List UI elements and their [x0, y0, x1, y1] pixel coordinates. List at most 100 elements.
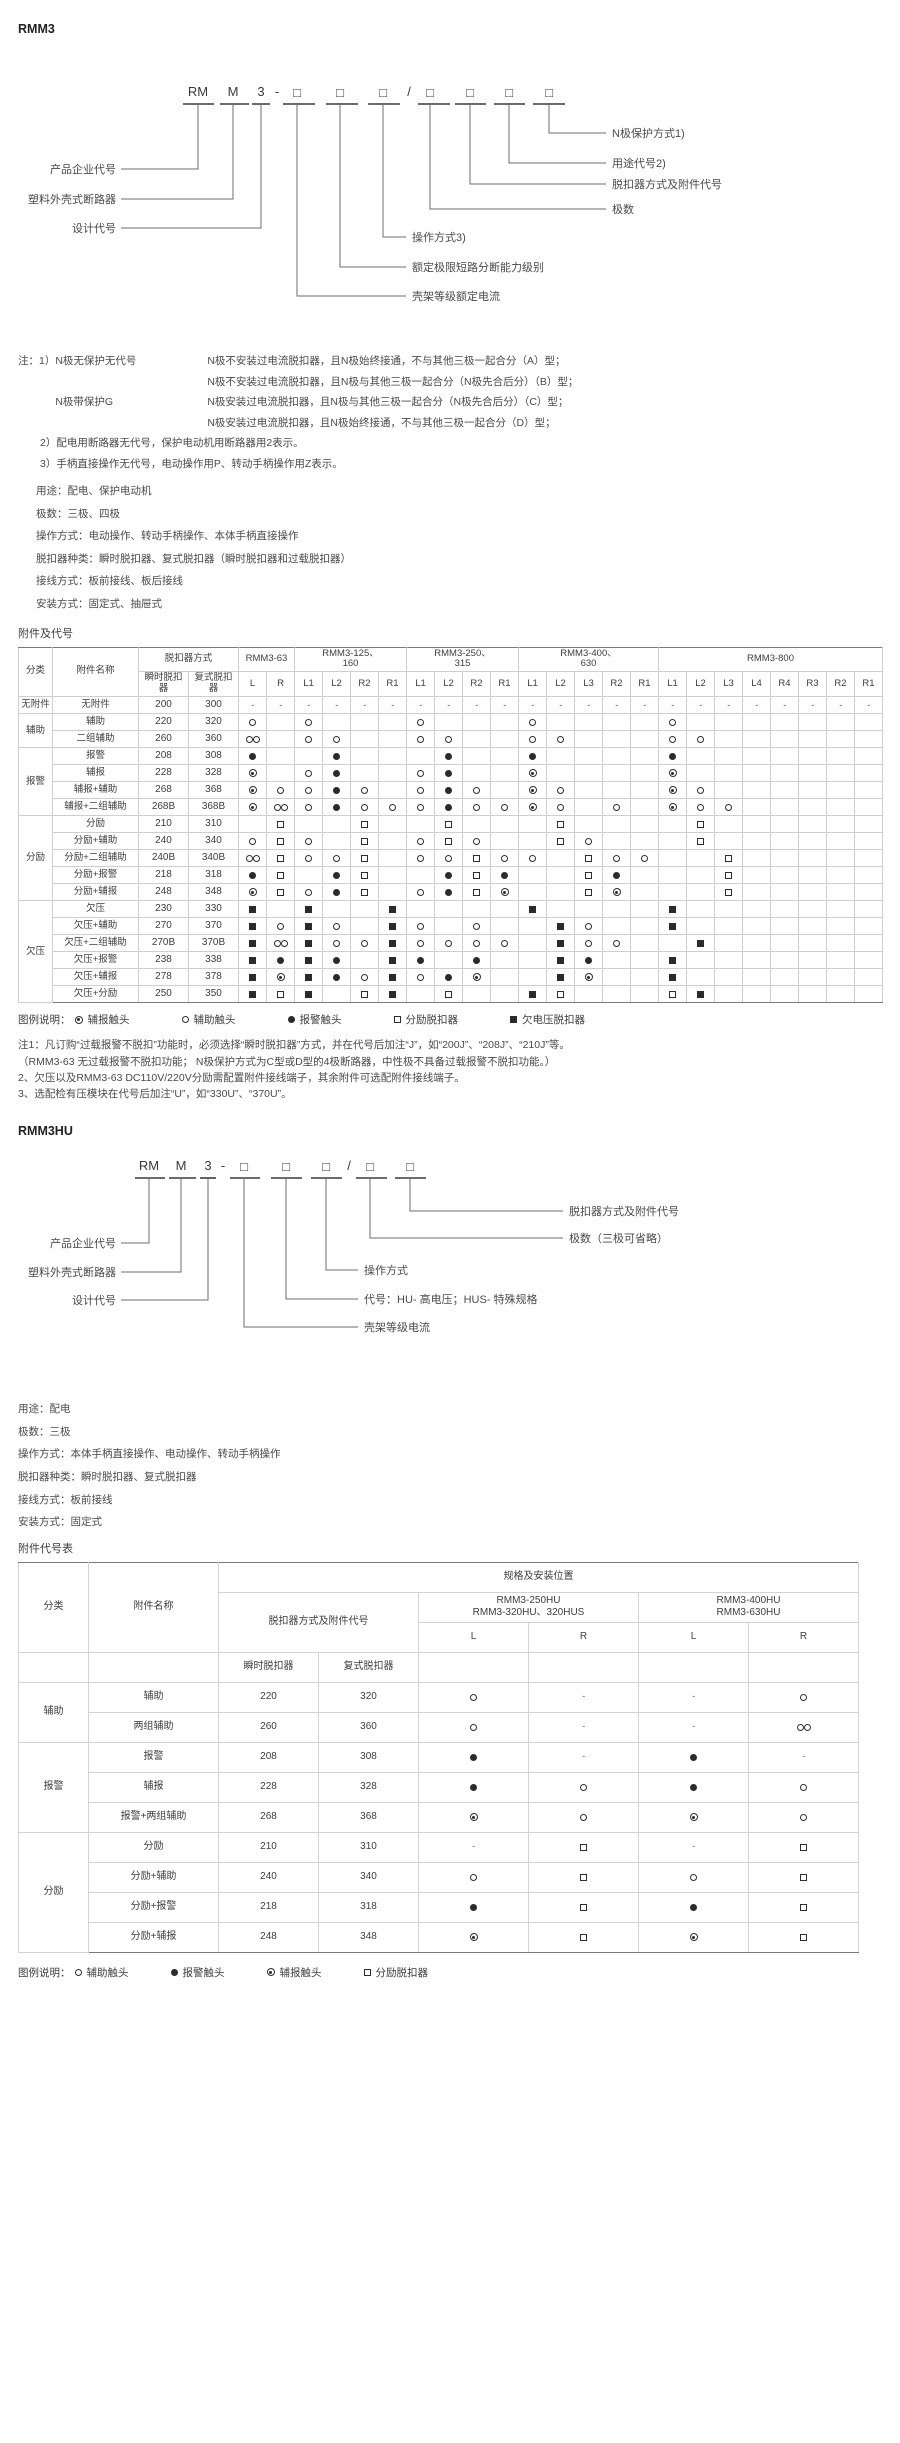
- cell-empty: [742, 883, 771, 902]
- code2-token-box5: □: [406, 1159, 414, 1174]
- shunt-trip-symbol: [393, 1016, 401, 1024]
- aux-alarm-contact-symbol: [528, 786, 537, 795]
- cell-mark: [266, 866, 295, 885]
- cell2-accessory-name: 报警: [88, 1741, 219, 1773]
- shunt-trip-symbol: [473, 888, 480, 896]
- cell-empty: [602, 764, 631, 783]
- cell-empty: [742, 934, 771, 953]
- spec2-line-5: 安装方式：固定式: [18, 1516, 102, 1529]
- right2-label-2: 操作方式: [364, 1263, 408, 1277]
- cell-mark: [406, 968, 435, 987]
- cell-empty: [826, 713, 855, 732]
- legend-item-label: 分励脱扣器: [405, 1014, 459, 1027]
- cell-composite-code: 338: [188, 951, 239, 970]
- cell-instant-code: 270B: [138, 934, 189, 953]
- cell-mark: [518, 781, 547, 800]
- cell-empty: [798, 968, 827, 987]
- table-row: 欠压+分励 250 350: [19, 985, 883, 1004]
- auxiliary-contact-symbol: [557, 803, 564, 811]
- cell-empty: [378, 883, 407, 902]
- cell-empty: [826, 849, 855, 868]
- cell-empty: [518, 951, 547, 970]
- cell-empty: [770, 781, 799, 800]
- cell-mark: [350, 832, 379, 851]
- cell-empty: [742, 747, 771, 766]
- cell-mark: [322, 849, 351, 868]
- aux-alarm-contact-symbol: [248, 769, 257, 778]
- cell-mark: [630, 849, 659, 868]
- code-token-slash: /: [407, 84, 411, 99]
- cell-accessory-name: 报警: [52, 747, 139, 766]
- cell-empty: [518, 968, 547, 987]
- cell-instant-code: 200: [138, 696, 189, 715]
- cell-mark: [658, 968, 687, 987]
- auxiliary-contact-symbol: [697, 803, 704, 811]
- note-item-3-text: 3）手柄直接操作无代号，电动操作用P、转动手柄操作用Z表示。: [40, 457, 343, 470]
- alarm-contact-symbol: [445, 769, 452, 777]
- cell-mark: [378, 900, 407, 919]
- left2-label-2: 设计代号: [72, 1294, 116, 1307]
- legend-item-3: 分励脱扣器: [393, 1012, 459, 1027]
- auxiliary-contact-symbol: [800, 1783, 807, 1791]
- cell-mark: [574, 883, 603, 902]
- cell-mark: [322, 764, 351, 783]
- undervoltage-trip-symbol: [669, 973, 676, 981]
- cell-none: -: [602, 696, 631, 715]
- table-row: 报警+两组辅助 268 368: [19, 1801, 859, 1833]
- cell-mark: [434, 730, 463, 749]
- cell-empty: [742, 832, 771, 851]
- cell-instant-code: 240B: [138, 849, 189, 868]
- cell-mark: [238, 866, 267, 885]
- cell-empty: [238, 815, 267, 834]
- th2-spacer-3: [748, 1651, 859, 1683]
- cell-instant-code: 248: [138, 883, 189, 902]
- cell-mark: [462, 798, 491, 817]
- leader-lines-right: [296, 104, 606, 297]
- table-row: 分励+报警 218 318: [19, 866, 883, 885]
- cell-empty: [714, 917, 743, 936]
- cell-mark: [406, 951, 435, 970]
- cell-accessory-name: 欠压: [52, 900, 139, 919]
- shunt-trip-symbol: [361, 837, 368, 845]
- auxiliary-contact-symbol: [333, 735, 340, 743]
- alarm-contact-symbol: [690, 1903, 697, 1911]
- th-frame-group-1: RMM3-125、 160: [294, 646, 407, 673]
- auxiliary-contact-symbol: [245, 735, 253, 743]
- designation-diagram-rmm3hu: RM M 3 - □ □ □ / □ □: [18, 1138, 900, 1388]
- alarm-contact-symbol: [249, 871, 256, 879]
- cell-instant-code: 278: [138, 968, 189, 987]
- th-frame-group-2: RMM3-250、 315: [406, 646, 519, 673]
- table-row: 辅报 228 328: [19, 764, 883, 783]
- cell-empty: [630, 798, 659, 817]
- undervoltage-trip-symbol: [249, 956, 256, 964]
- leader-lines-left: [121, 104, 262, 229]
- auxiliary-contact-symbol: [181, 1016, 189, 1024]
- th-pos-1-2: R2: [350, 671, 379, 698]
- cell-empty: [294, 866, 323, 885]
- shunt-trip-symbol: [580, 1843, 587, 1851]
- cell-mark: [518, 798, 547, 817]
- auxiliary-contact-symbol: [305, 769, 312, 777]
- code-token-dash: -: [275, 84, 279, 99]
- auxiliary-contact-symbol: [669, 718, 676, 726]
- cell-empty: [574, 764, 603, 783]
- cell-empty: [686, 849, 715, 868]
- undervoltage-trip-symbol: [669, 922, 676, 930]
- aux-alarm-contact-symbol: [668, 786, 677, 795]
- cell-accessory-name: 辅报+辅助: [52, 781, 139, 800]
- cell-mark: [266, 798, 295, 817]
- cell-empty: [826, 815, 855, 834]
- cell-empty: [714, 764, 743, 783]
- cell-empty: [546, 849, 575, 868]
- cell-mark: [238, 849, 267, 868]
- cell-accessory-name: 欠压+二组辅助: [52, 934, 139, 953]
- cell-accessory-name: 分励+辅助: [52, 832, 139, 851]
- cell-category: 无附件: [18, 696, 53, 715]
- cell-composite-code: 328: [188, 764, 239, 783]
- cell-mark: [406, 934, 435, 953]
- cell-mark: [748, 1771, 859, 1803]
- auxiliary-contact-symbol: [473, 803, 480, 811]
- cell-none: -: [294, 696, 323, 715]
- table-row: 分励+辅报 248 348: [19, 883, 883, 902]
- th-frame-group-4: RMM3-800: [658, 646, 883, 673]
